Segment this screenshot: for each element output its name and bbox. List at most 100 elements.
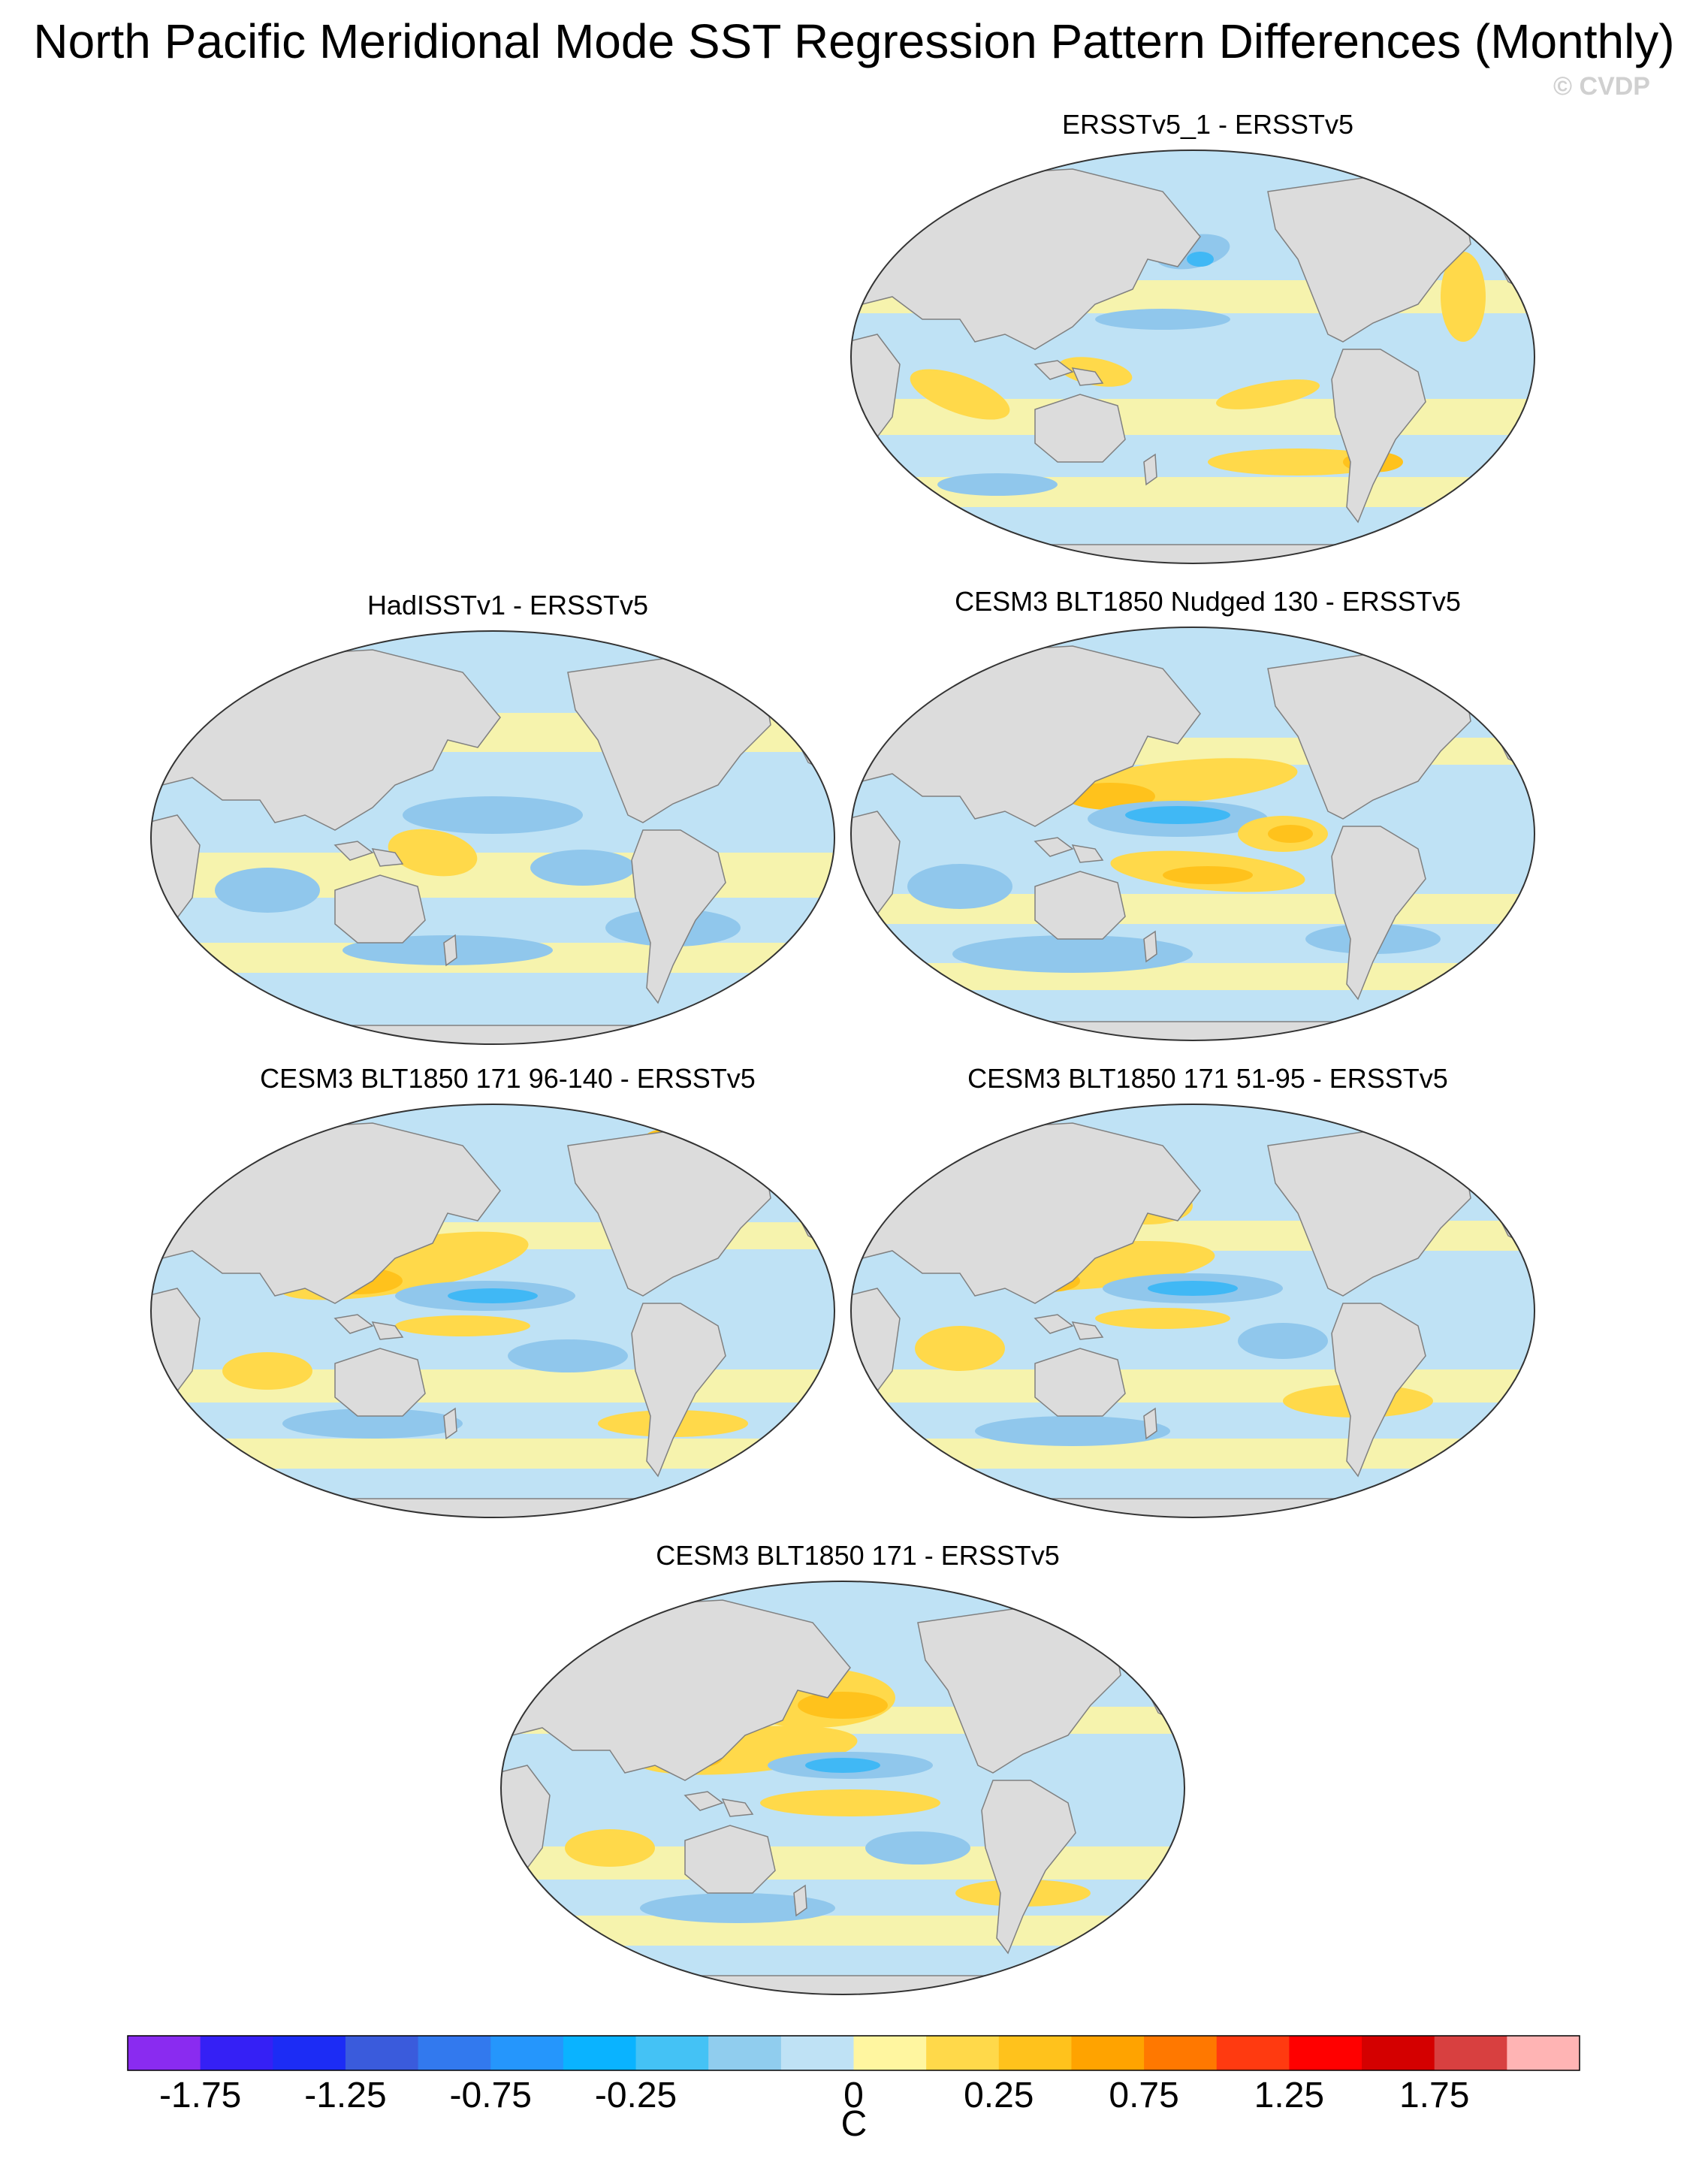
anomaly-region [1238,1323,1328,1359]
colorbar-border [127,2035,1580,2071]
colorbar-swatch [1144,2036,1218,2070]
map-nudged-130 [850,627,1535,1041]
map-ersstv5-1 [850,149,1535,564]
anomaly-region [910,369,1010,420]
colorbar-swatch [926,2036,1000,2070]
map-hadisstv1 [150,630,835,1045]
colorbar-swatch [635,2036,709,2070]
colorbar-swatch [998,2036,1072,2070]
colorbar-swatch [1507,2036,1580,2070]
land-indonesia [1034,1314,1104,1340]
anomaly-region [640,1893,835,1923]
anomaly-band [151,1439,834,1469]
land-indonesia [333,1314,404,1340]
anomaly-region [805,1758,880,1773]
map-panel-ersstv5-1: ERSSTv5_1 - ERSSTv5 [847,109,1568,575]
land-indonesia [333,841,404,867]
anomaly-region [565,1829,655,1867]
map-panel-171-96-140: CESM3 BLT1850 171 96-140 - ERSSTv5 [147,1063,868,1529]
land-nz [793,1884,807,1917]
anomaly-region [975,1416,1170,1446]
anomaly-region [448,1288,538,1303]
land-nz [1143,930,1157,963]
anomaly-region [865,1831,970,1865]
anomaly-region [1441,252,1486,342]
anomaly-region [915,1326,1005,1371]
anomaly-region [907,864,1012,909]
colorbar-tick-label: -0.75 [449,2076,532,2115]
colorbar-swatch [200,2036,273,2070]
anomaly-region [1148,1281,1238,1296]
colorbar-swatch [345,2036,419,2070]
colorbar-swatch [708,2036,782,2070]
anomaly-region [530,850,635,886]
anomaly-region [222,1352,312,1390]
land-nz [1143,453,1157,486]
colorbar-swatch [1434,2036,1507,2070]
anomaly-region [952,935,1193,973]
land-nz [443,1407,457,1440]
colorbar-swatch [128,2036,201,2070]
map-outline [850,149,1535,564]
land-samerica [631,829,726,1004]
map-outline [500,1581,1185,1995]
colorbar-swatch [1362,2036,1435,2070]
colorbar-tick-label: 0 [843,2076,864,2115]
map-outline [850,1104,1535,1518]
colorbar-swatch [780,2036,854,2070]
colorbar-tick-label: 0.75 [1109,2076,1179,2115]
colorbar-swatch [490,2036,564,2070]
anomaly-region [395,1315,530,1336]
anomaly-region [403,796,583,834]
colorbar-tick-label: 1.75 [1399,2076,1470,2115]
anomaly-region [215,868,320,913]
map-panel-171-51-95: CESM3 BLT1850 171 51-95 - ERSSTv5 [847,1063,1568,1529]
anomaly-region [1163,866,1253,884]
land-samerica [1331,1303,1426,1478]
map-171-96-140 [150,1104,835,1518]
anomaly-region [937,473,1058,496]
map-171 [500,1581,1185,1995]
land-indonesia [1034,837,1104,863]
colorbar-unit: C [840,2104,868,2144]
map-panel-171: CESM3 BLT1850 171 - ERSSTv5 [497,1540,1218,2006]
map-panel-hadisstv1: HadISSTv1 - ERSSTv5 [147,590,868,1055]
anomaly-region [388,829,478,877]
anomaly-region [1095,1308,1230,1329]
map-outline [150,630,835,1045]
anomaly-region [282,1409,463,1439]
colorbar-swatch [853,2036,927,2070]
anomaly-region [1187,252,1214,267]
ocean [151,631,834,1044]
panel-title: HadISSTv1 - ERSSTv5 [367,590,649,620]
map-outline [850,627,1535,1041]
anomaly-region [508,1339,628,1372]
land-samerica [1331,349,1426,524]
colorbar-swatch [563,2036,637,2070]
anomaly-region [798,1692,888,1719]
land-samerica [631,1303,726,1478]
colorbar-tick-label: -0.25 [594,2076,677,2115]
land-indonesia [684,1791,754,1817]
anomaly-region [760,1789,940,1816]
land-samerica [1331,826,1426,1001]
land-australia [1034,1348,1126,1417]
panel-title: CESM3 BLT1850 171 51-95 - ERSSTv5 [967,1063,1448,1094]
anomaly-region [1095,309,1230,330]
panel-title: ERSSTv5_1 - ERSSTv5 [1061,109,1354,140]
land-australia [1034,871,1126,940]
colorbar-swatch [418,2036,491,2070]
land-nz [443,934,457,967]
anomaly-band [851,963,1534,990]
panel-title: CESM3 BLT1850 171 96-140 - ERSSTv5 [260,1063,756,1094]
land-australia [334,874,426,944]
colorbar-swatch [1289,2036,1362,2070]
land-samerica [981,1780,1076,1955]
anomaly-region [1208,448,1388,476]
colorbar-tick-label: 0.25 [964,2076,1034,2115]
main-title: North Pacific Meridional Mode SST Regres… [33,14,1675,68]
colorbar-swatch [273,2036,346,2070]
colorbar-tick-label: -1.25 [304,2076,387,2115]
anomaly-band [851,1439,1534,1469]
panel-title: CESM3 BLT1850 Nudged 130 - ERSSTv5 [955,586,1461,617]
